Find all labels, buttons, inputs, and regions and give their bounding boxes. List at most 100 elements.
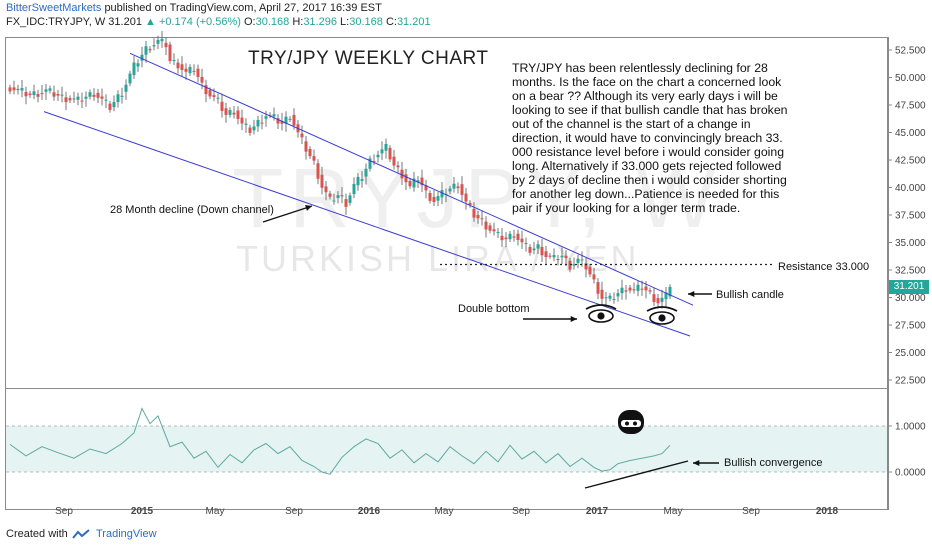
candle-body bbox=[560, 255, 564, 258]
candle-body bbox=[292, 114, 296, 126]
candle-body bbox=[156, 39, 160, 44]
candle-body bbox=[364, 168, 368, 177]
time-tick-label: 2015 bbox=[131, 506, 154, 517]
candle-body bbox=[328, 193, 332, 197]
close-value: 31.201 bbox=[396, 16, 431, 28]
candle-body bbox=[520, 238, 524, 243]
candle-body bbox=[500, 235, 504, 241]
open-label: O: bbox=[243, 16, 256, 28]
candle-body bbox=[232, 112, 236, 115]
candle-body bbox=[432, 196, 436, 203]
price-tick-label: 40.000 bbox=[895, 183, 926, 194]
candle-body bbox=[132, 62, 136, 75]
right-eye-brow bbox=[646, 306, 678, 312]
candle-body bbox=[568, 260, 572, 270]
candle-body bbox=[656, 298, 660, 304]
candle-body bbox=[324, 186, 328, 193]
channel-upper-line bbox=[129, 52, 694, 306]
candle-body bbox=[596, 282, 600, 294]
candle-body bbox=[424, 185, 428, 191]
candle-body bbox=[20, 88, 24, 91]
candle-body bbox=[80, 100, 84, 102]
candle-body bbox=[152, 45, 156, 47]
candle-body bbox=[472, 208, 476, 218]
candle-body bbox=[264, 116, 268, 119]
candle-body bbox=[208, 90, 212, 97]
price-tick-label: 52.500 bbox=[895, 46, 926, 57]
candle-body bbox=[400, 169, 404, 179]
candle-body bbox=[276, 118, 280, 124]
candle-body bbox=[404, 174, 408, 183]
chart-title: TRY/JPY WEEKLY CHART bbox=[248, 48, 489, 69]
candle-body bbox=[216, 97, 220, 99]
candle-body bbox=[504, 237, 508, 240]
candle-body bbox=[440, 190, 444, 198]
candle-body bbox=[660, 297, 664, 302]
candle-body bbox=[240, 117, 244, 124]
candle-body bbox=[632, 289, 636, 291]
candle-body bbox=[532, 248, 536, 251]
candle-body bbox=[516, 233, 520, 240]
candle-body bbox=[312, 156, 316, 161]
candle-body bbox=[68, 98, 72, 101]
candle-body bbox=[584, 263, 588, 270]
candle-body bbox=[144, 46, 148, 55]
candle-body bbox=[496, 231, 500, 233]
pane-divider[interactable] bbox=[5, 388, 888, 389]
candle-body bbox=[420, 177, 424, 186]
candle-body bbox=[188, 66, 192, 74]
low-value: 30.168 bbox=[349, 16, 383, 28]
price-axis-line bbox=[888, 37, 889, 510]
ninja-face-right-eye bbox=[633, 421, 637, 426]
convergence-trendline bbox=[584, 460, 689, 489]
candle-body bbox=[488, 225, 492, 231]
candle-body bbox=[664, 292, 668, 300]
candle-body bbox=[252, 126, 256, 131]
channel-arrow-head bbox=[305, 205, 312, 211]
candle-body bbox=[576, 258, 580, 263]
candle-body bbox=[380, 149, 384, 154]
chart-frame[interactable] bbox=[5, 37, 888, 510]
candle-body bbox=[412, 178, 416, 188]
candle-body bbox=[612, 299, 616, 301]
candle-body bbox=[92, 94, 96, 97]
candle-body bbox=[468, 202, 472, 205]
price-tick-label: 37.500 bbox=[895, 211, 926, 222]
candle-body bbox=[336, 195, 340, 198]
candle-body bbox=[348, 195, 352, 203]
candle-body bbox=[108, 103, 112, 110]
candle-body bbox=[284, 116, 288, 124]
candle-body bbox=[448, 188, 452, 192]
candle-body bbox=[76, 96, 80, 100]
tradingview-logo-icon bbox=[72, 529, 90, 539]
author-link[interactable]: BitterSweetMarkets bbox=[6, 2, 102, 14]
candle-body bbox=[44, 89, 48, 92]
candle-body bbox=[428, 193, 432, 201]
candle-body bbox=[32, 91, 36, 96]
candle-body bbox=[344, 199, 348, 207]
candle-body bbox=[620, 287, 624, 294]
time-tick-label: Sep bbox=[512, 506, 530, 517]
candle-body bbox=[356, 176, 360, 186]
candle-body bbox=[124, 84, 128, 92]
created-with-text: Created with bbox=[6, 528, 68, 540]
candle-body bbox=[8, 87, 12, 92]
candle-body bbox=[540, 246, 544, 256]
double-bottom-label: Double bottom bbox=[458, 303, 530, 315]
publish-header: BitterSweetMarkets published on TradingV… bbox=[6, 2, 382, 14]
left-eye-brow bbox=[585, 304, 617, 310]
candle-body bbox=[648, 290, 652, 292]
candle-body bbox=[392, 156, 396, 166]
candle-body bbox=[164, 42, 168, 48]
candle-body bbox=[272, 114, 276, 117]
tradingview-brand[interactable]: TradingView bbox=[96, 528, 157, 540]
candle-body bbox=[220, 101, 224, 111]
candle-body bbox=[180, 64, 184, 71]
candle-body bbox=[224, 108, 228, 115]
candle-body bbox=[616, 293, 620, 297]
bullish-candle-arrow-head bbox=[688, 290, 695, 298]
candle-body bbox=[88, 92, 92, 97]
candle-body bbox=[528, 246, 532, 253]
candle-body bbox=[396, 165, 400, 168]
